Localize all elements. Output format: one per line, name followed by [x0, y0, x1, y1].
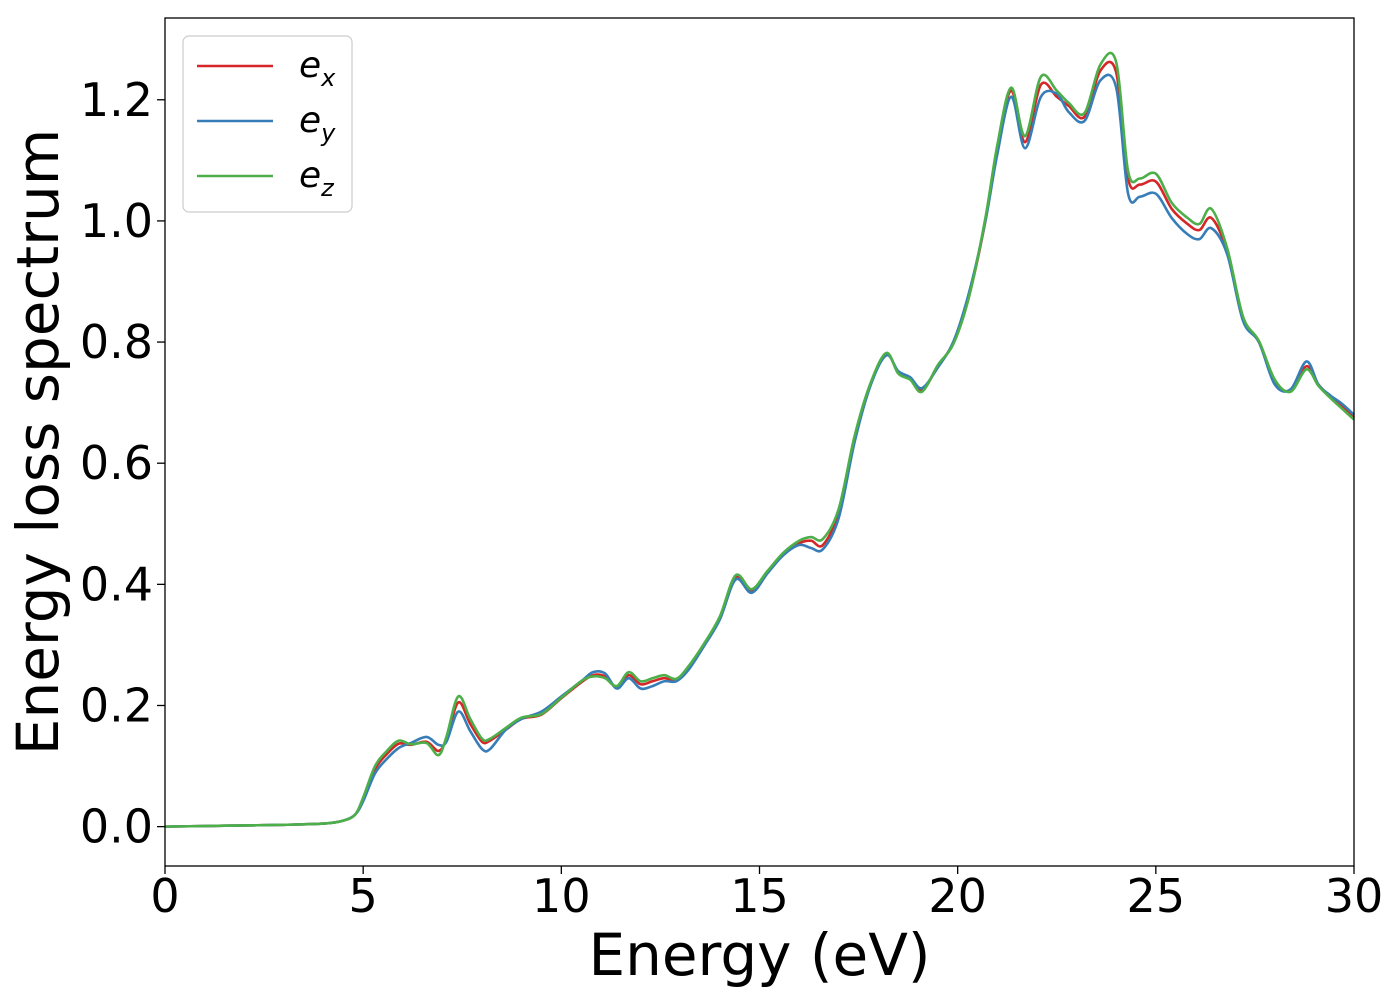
legend-label-base: e	[299, 155, 321, 196]
legend-label-subscript: y	[320, 119, 336, 147]
series-line-x	[164, 60, 1355, 828]
series-line-z	[164, 51, 1355, 828]
y-tick-label: 1.0	[80, 194, 153, 248]
x-tick-label: 30	[1325, 869, 1384, 923]
x-tick-label: 10	[532, 869, 591, 923]
y-tick-label: 0.2	[80, 678, 153, 732]
y-axis-label: Energy loss spectrum	[4, 129, 72, 755]
y-tick-label: 0.4	[80, 557, 153, 611]
legend-label-subscript: x	[320, 64, 336, 92]
y-tick-label: 0.6	[80, 436, 153, 490]
x-tick-label: 0	[150, 869, 179, 923]
legend-label-y: ey	[299, 100, 336, 147]
legend-box	[182, 35, 353, 213]
y-axis-ticks: 0.0 0.2 0.4 0.6 0.8 1.0 1.2	[80, 73, 165, 854]
x-axis-label: Energy (eV)	[588, 921, 930, 989]
y-tick-label: 0.0	[80, 800, 153, 854]
legend-label-base: e	[299, 100, 321, 141]
series-line-y	[164, 73, 1355, 828]
y-tick-label: 1.2	[80, 73, 153, 127]
x-tick-label: 5	[349, 869, 378, 923]
x-axis-ticks: 0 5 10 15 20 25 30	[150, 866, 1383, 923]
x-tick-label: 25	[1127, 869, 1186, 923]
legend-label-z: ez	[299, 155, 335, 202]
legend-label-base: e	[299, 45, 321, 86]
plot-lines	[164, 51, 1355, 828]
y-tick-label: 0.8	[80, 315, 153, 369]
legend-label-x: ex	[299, 45, 336, 92]
legend-label-subscript: z	[320, 174, 335, 202]
x-tick-label: 20	[928, 869, 987, 923]
x-tick-label: 15	[730, 869, 789, 923]
